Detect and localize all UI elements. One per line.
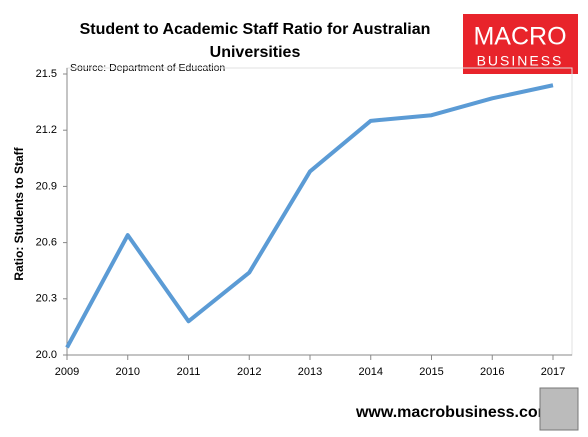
footer: www.macrobusiness.com.au [355,404,575,421]
data-line [65,83,554,349]
plot-border [66,67,573,356]
y-tick-label: 20.3 [36,293,57,305]
x-tick-label: 2009 [55,366,79,378]
x-tick-label: 2010 [116,366,140,378]
y-axis-label: Ratio: Students to Staff [12,146,26,280]
x-tick-label: 2015 [419,366,443,378]
logo-box [463,14,578,74]
x-tick-label: 2013 [298,366,322,378]
y-tick-label: 21.5 [36,68,57,80]
x-tick-label: 2014 [359,366,383,378]
x-tick-label: 2017 [541,366,565,378]
y-tick-label: 20.6 [36,237,57,249]
y-tick-label: 21.2 [36,124,57,136]
y-tick-label: 20.9 [36,180,57,192]
x-tick-label: 2012 [237,366,261,378]
chart-title: Student to Academic Staff Ratio for Aust… [79,21,431,61]
x-tick-label: 2016 [480,366,504,378]
wolf-icon [539,387,579,431]
logo-text: MACRO [473,23,566,51]
logo-text: BUSINESS [477,53,564,69]
x-tick-label: 2011 [177,366,201,378]
y-tick-label: 20.0 [36,349,57,361]
